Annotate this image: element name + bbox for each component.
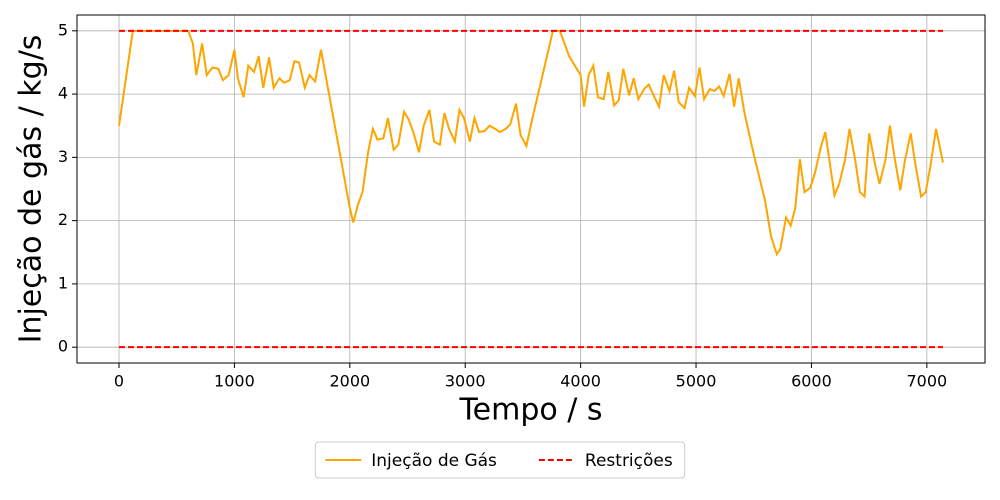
y-tick-label: 4 <box>58 84 68 103</box>
x-tick-label: 3000 <box>445 372 486 391</box>
x-tick-label: 5000 <box>676 372 717 391</box>
y-tick-label: 5 <box>58 20 68 39</box>
y-tick-label: 3 <box>58 147 68 166</box>
x-axis-label: Tempo / s <box>458 393 602 428</box>
x-tick-label: 0 <box>114 372 124 391</box>
legend: Injeção de Gás Restrições <box>314 441 686 479</box>
x-tick-label: 7000 <box>906 372 947 391</box>
y-tick-label: 2 <box>58 210 68 229</box>
legend-label: Injeção de Gás <box>371 451 497 471</box>
y-tick-label: 0 <box>58 337 68 356</box>
legend-box <box>314 441 686 479</box>
x-tick-label: 6000 <box>791 372 832 391</box>
x-tick-label: 2000 <box>329 372 370 391</box>
y-tick-label: 1 <box>58 273 68 292</box>
x-tick-label: 4000 <box>560 372 601 391</box>
series-line <box>118 29 944 257</box>
y-axis-label: Injeção de gás / kg/s <box>14 35 49 344</box>
plot-frame <box>76 14 986 364</box>
legend-label: Restrições <box>585 451 673 471</box>
x-tick-label: 1000 <box>214 372 255 391</box>
